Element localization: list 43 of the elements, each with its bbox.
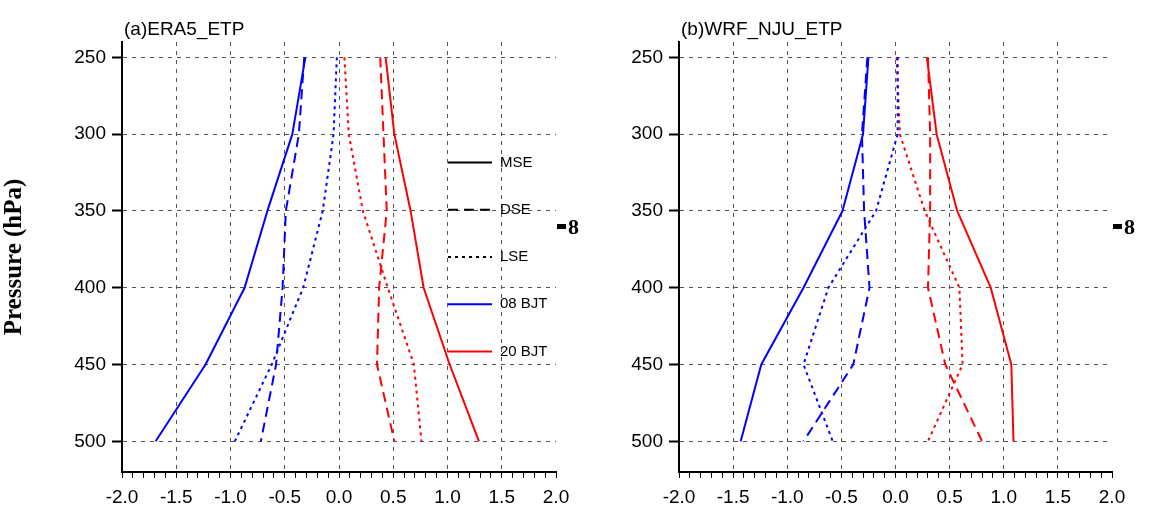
y-tick-label: 500 [631, 429, 663, 451]
x-tick-label: 1.0 [990, 485, 1017, 507]
y-tick-label: 500 [74, 429, 106, 451]
y-tick-label: 250 [631, 45, 663, 67]
x-tick-label: -2.0 [105, 485, 139, 507]
line-series [343, 56, 423, 443]
line-series [802, 56, 899, 443]
x-tick-label: -1.0 [770, 485, 804, 507]
x-tick-label: -1.0 [214, 485, 247, 507]
y-tick-label: 300 [631, 122, 663, 144]
x-tick-label: -1.5 [159, 485, 193, 507]
line-series [233, 56, 338, 443]
legend-label: 08 BJT [500, 294, 548, 312]
chart-title: (b)WRF_NJU_ETP [681, 17, 843, 40]
y-axis-title: Pressure (hPa) [0, 178, 28, 336]
y-tick-label: 250 [74, 45, 106, 67]
y-tick-label: 400 [631, 275, 663, 297]
legend-label: MSE [500, 152, 533, 170]
y-tick-label: 350 [631, 199, 663, 221]
x-tick-label: -2.0 [662, 485, 696, 507]
x-tick-label: 0.0 [882, 485, 909, 507]
x-tick-label: -0.5 [825, 485, 858, 507]
x-tick-label: 1.0 [434, 485, 461, 507]
x-tick-label: 2.0 [1098, 485, 1126, 507]
x-tick-label: -1.5 [716, 485, 750, 507]
y-tick-label: 400 [74, 275, 106, 297]
text: 8 [1124, 213, 1135, 239]
x-tick-label: 2.0 [542, 485, 570, 507]
legend-label: DSE [500, 199, 531, 217]
y-tick-label: 450 [631, 352, 663, 374]
x-tick-label: 0.5 [380, 485, 407, 507]
x-tick-label: 0.5 [936, 485, 963, 507]
x-tick-label: 0.0 [325, 485, 353, 507]
y-tick-label: 350 [74, 199, 106, 221]
x-tick-label: 1.5 [1044, 485, 1072, 507]
y-tick-label: 450 [74, 352, 106, 374]
y-tick-label: 300 [74, 122, 106, 144]
text: 8 [568, 213, 579, 239]
chart-title: (a)ERA5_ETP [124, 17, 245, 40]
x-tick-label: -0.5 [268, 485, 302, 507]
legend-label: 20 BJT [500, 341, 548, 359]
x-tick-label: 1.5 [488, 485, 515, 507]
legend-label: LSE [500, 247, 529, 265]
